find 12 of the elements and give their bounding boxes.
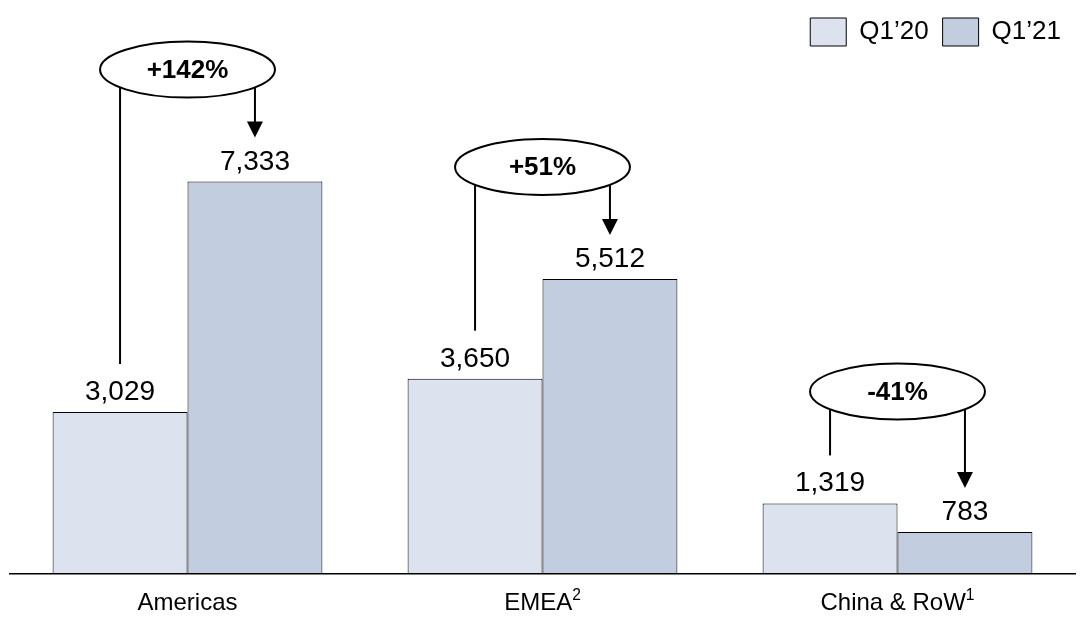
data-label: 3,650	[440, 341, 511, 373]
data-label: 7,333	[219, 144, 290, 176]
data-label: 1,319	[795, 466, 866, 498]
legend-label: Q1’21	[991, 15, 1062, 46]
text: +142%	[146, 53, 229, 84]
x-tick-label: Americas	[137, 588, 238, 615]
data-label: 5,512	[574, 242, 645, 274]
annotation: -41%	[867, 375, 928, 406]
text: +51%	[508, 151, 577, 182]
legend-label: Q1’20	[859, 15, 929, 46]
data-label: 783	[941, 495, 989, 527]
data-label: 3,029	[85, 374, 156, 406]
